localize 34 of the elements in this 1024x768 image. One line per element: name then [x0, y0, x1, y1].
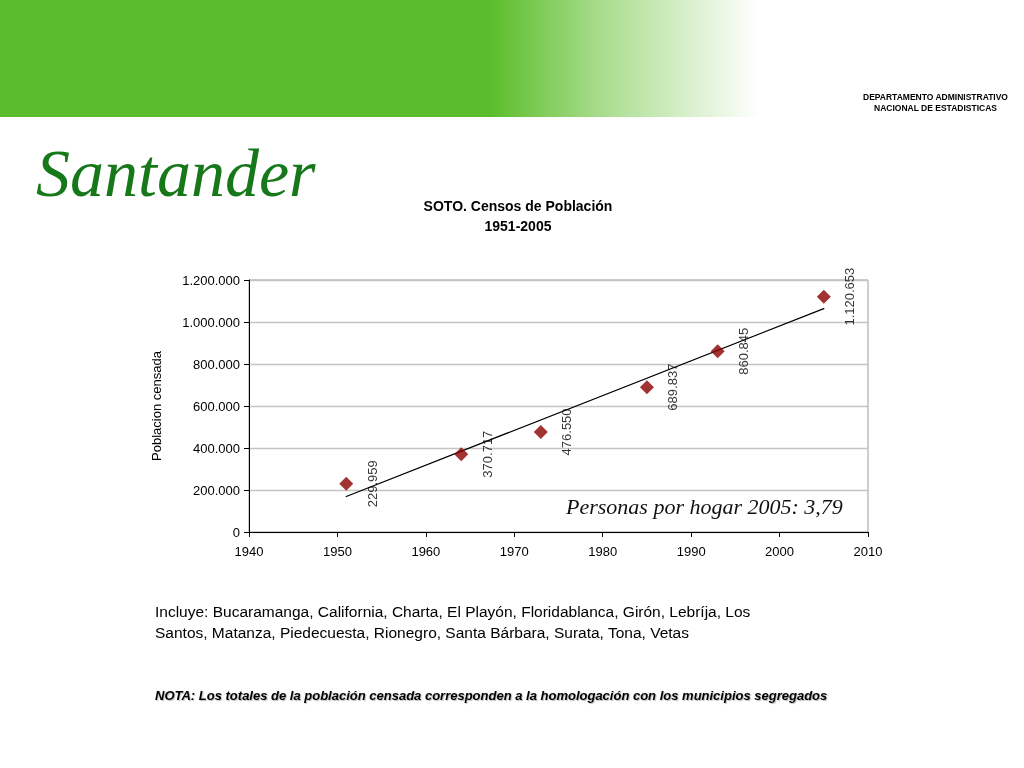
point [816, 289, 831, 304]
text: Incluye: Bucaramanga, California, Charta, El Playón, Floridablanca, Girón, Lebríja, Los Santos, Matanza, Piedecuesta, Rionegro, Santa Bárbara, Surata, Tona, Vetas [155, 602, 752, 643]
point [710, 344, 725, 359]
y-tick-label: 600.000 [193, 398, 240, 414]
chart-title: Santander [36, 134, 316, 213]
data-label: 1.120.653 [842, 267, 858, 326]
x-tick-label: 1940 [234, 544, 264, 559]
data-label: 860.845 [736, 327, 752, 375]
y-tick-label: 0 [232, 524, 240, 540]
y-tick-label: 400.000 [193, 440, 240, 456]
y-axis-title: Poblacion censada [149, 350, 164, 461]
data-label: 689.837 [665, 363, 681, 411]
chart-subtitle: SOTO. Censos de Población 1951-2005 [422, 197, 614, 236]
x-tick-label: 1960 [411, 544, 441, 559]
x-tick-label: 1970 [499, 544, 529, 559]
text: NOTA: Los totales de la población censada corresponden a la homologación con los municipios segregados [155, 688, 828, 703]
x-tick-label: 2010 [853, 544, 883, 559]
data-label: 476.550 [559, 408, 575, 456]
y-tick-label: 1.000.000 [182, 314, 240, 330]
x-tick-label: 1950 [322, 544, 352, 559]
point [339, 476, 354, 491]
data-label: 229.959 [364, 460, 380, 508]
point [533, 424, 548, 439]
text: DEPARTAMENTO ADMINISTRATIVO NACIONAL DE ESTADISTICAS [862, 92, 1009, 114]
y-tick-label: 800.000 [193, 356, 240, 372]
y-tick-label: 200.000 [193, 482, 240, 498]
y-tick-label: 1.200.000 [182, 272, 240, 288]
annotation: Personas por hogar 2005: 3,79 [566, 494, 843, 520]
data-label: 370.717 [479, 430, 495, 478]
x-tick-label: 2000 [765, 544, 795, 559]
point [639, 380, 654, 395]
x-tick-label: 1980 [588, 544, 618, 559]
point [454, 447, 469, 462]
x-tick-label: 1990 [676, 544, 706, 559]
